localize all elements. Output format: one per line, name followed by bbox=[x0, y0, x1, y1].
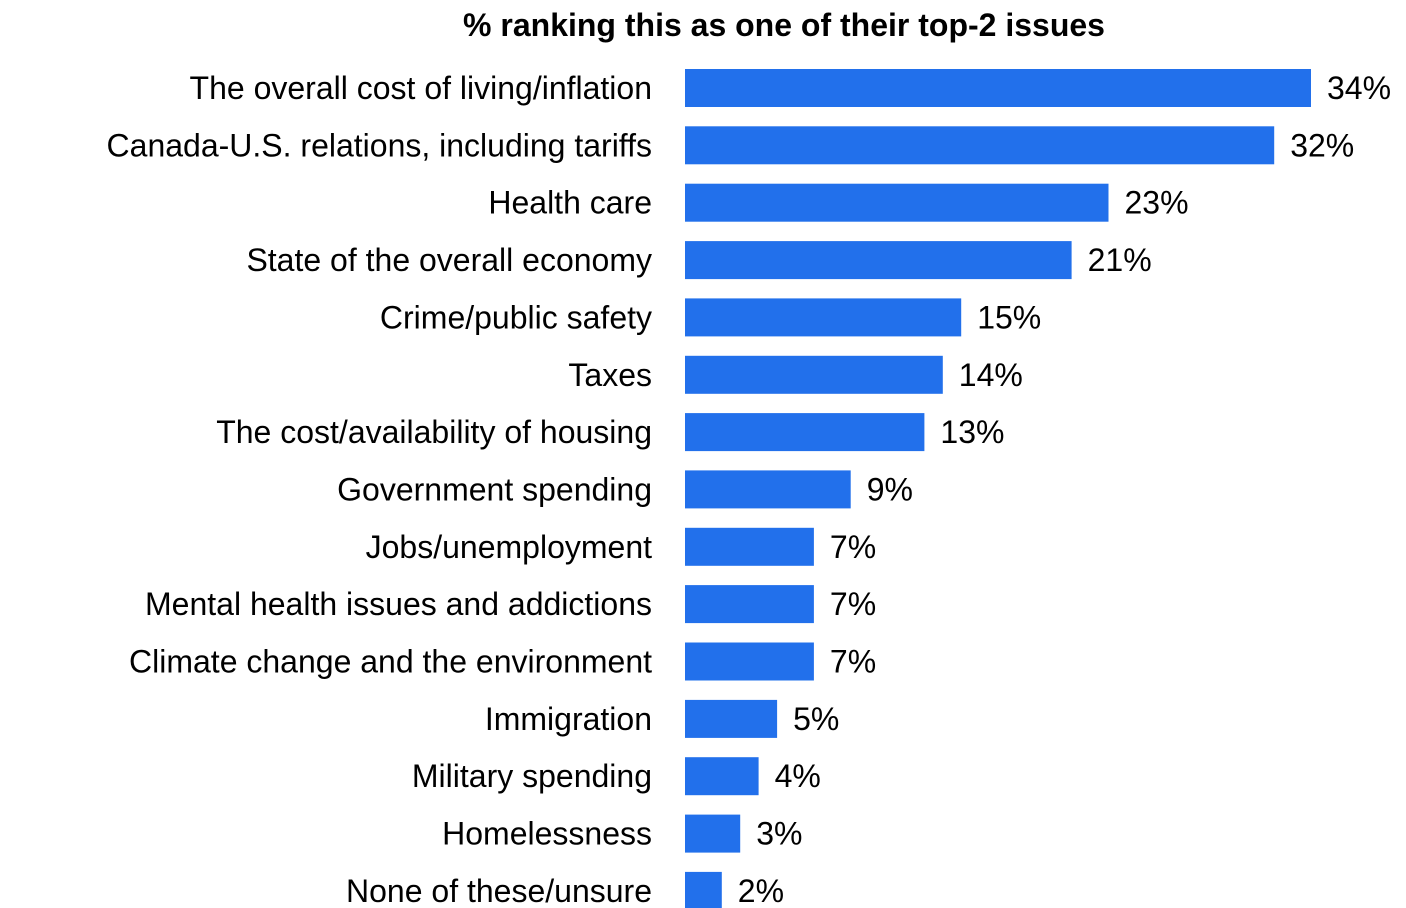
bar bbox=[685, 585, 814, 624]
data-label: 13% bbox=[940, 414, 1004, 450]
bar bbox=[685, 355, 943, 394]
bar bbox=[685, 241, 1072, 280]
category-label: Canada-U.S. relations, including tariffs bbox=[107, 127, 652, 163]
category-label: The overall cost of living/inflation bbox=[190, 70, 652, 106]
category-label: Health care bbox=[488, 185, 652, 221]
bars-group bbox=[685, 69, 1311, 908]
category-label: Jobs/unemployment bbox=[366, 529, 652, 565]
bar bbox=[685, 126, 1275, 165]
category-label: Crime/public safety bbox=[380, 299, 652, 335]
bar bbox=[685, 69, 1311, 107]
category-label: Government spending bbox=[337, 471, 652, 507]
bar bbox=[685, 757, 759, 796]
category-label: None of these/unsure bbox=[346, 873, 652, 908]
data-label: 34% bbox=[1327, 70, 1391, 106]
data-label: 15% bbox=[977, 299, 1041, 335]
value-labels: 34% 32% 23% 21% 15% 14% 13% 9% 7% 7% 7% 5% 4% 3% 2% bbox=[738, 70, 1391, 908]
bar bbox=[685, 814, 741, 853]
category-label: Mental health issues and addictions bbox=[145, 586, 652, 622]
bar bbox=[685, 183, 1109, 222]
bar bbox=[685, 699, 778, 738]
category-label: Military spending bbox=[412, 758, 652, 794]
bar bbox=[685, 298, 962, 337]
bar bbox=[685, 470, 851, 509]
category-label: Homelessness bbox=[442, 816, 652, 852]
category-label: Immigration bbox=[485, 701, 652, 737]
bar bbox=[685, 527, 814, 566]
bar bbox=[685, 413, 925, 452]
bar bbox=[685, 871, 722, 908]
data-label: 2% bbox=[738, 873, 784, 908]
chart-title: % ranking this as one of their top-2 iss… bbox=[463, 7, 1105, 43]
data-label: 3% bbox=[756, 816, 802, 852]
data-label: 21% bbox=[1088, 242, 1152, 278]
category-label: Taxes bbox=[568, 357, 652, 393]
category-label: State of the overall economy bbox=[246, 242, 652, 278]
category-label: The cost/availability of housing bbox=[216, 414, 652, 450]
data-label: 4% bbox=[775, 758, 821, 794]
data-label: 14% bbox=[959, 357, 1023, 393]
category-labels: The overall cost of living/inflation Cana… bbox=[107, 70, 653, 908]
data-label: 7% bbox=[830, 586, 876, 622]
data-label: 32% bbox=[1290, 127, 1354, 163]
data-label: 5% bbox=[793, 701, 839, 737]
data-label: 7% bbox=[830, 529, 876, 565]
category-label: Climate change and the environment bbox=[129, 644, 652, 680]
data-label: 7% bbox=[830, 644, 876, 680]
data-label: 23% bbox=[1125, 185, 1189, 221]
data-label: 9% bbox=[867, 471, 913, 507]
bar bbox=[685, 642, 814, 681]
